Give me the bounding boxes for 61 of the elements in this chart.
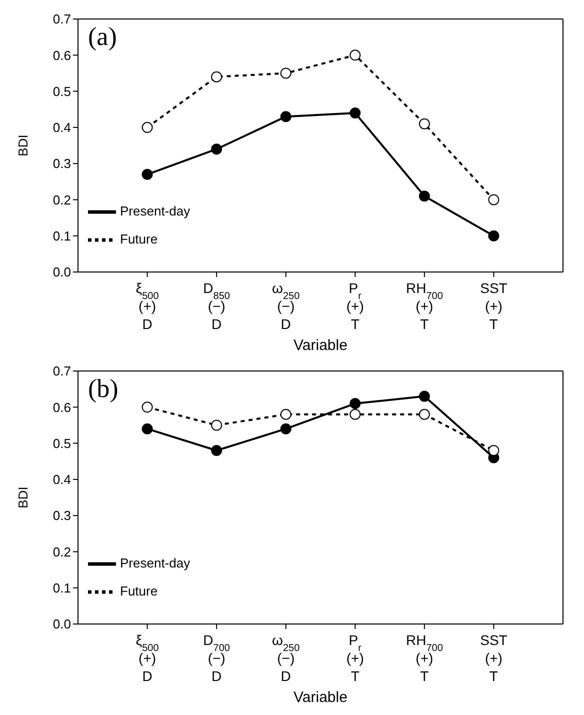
point: [418, 390, 430, 402]
y-tick-label: 0.1: [52, 580, 71, 596]
y-tick-label: 0.5: [52, 84, 71, 99]
point: [350, 107, 361, 118]
y-tick-label: 0.7: [52, 12, 71, 27]
y-tick-label: 0.2: [52, 544, 71, 560]
point: [280, 423, 292, 434]
point: [418, 408, 430, 420]
legend-label: Present-day: [120, 203, 190, 218]
x-tick-label: P$_{r}$ (+) T: [346, 280, 364, 332]
point: [211, 420, 222, 431]
legend-label: Future: [120, 231, 158, 246]
point: [211, 445, 222, 456]
x-tick-label: SST (+) T: [480, 632, 508, 684]
point: [280, 68, 292, 79]
x-tick-label: RH$_{700}$ (+) T: [406, 632, 444, 684]
point: [142, 423, 153, 434]
point: [280, 408, 292, 420]
x-tick-label: P$_{r}$ (+) T: [346, 632, 364, 684]
y-tick-label: 0.0: [52, 616, 71, 632]
y-tick-label: 0.2: [52, 192, 71, 208]
y-tick-label: 0.5: [52, 436, 71, 451]
y-tick-label: 0.6: [52, 400, 71, 415]
x-tick-label: ξ$_{500}$ (+) D: [136, 280, 160, 332]
point: [142, 168, 153, 180]
point: [418, 190, 430, 202]
y-tick-label: 0.0: [52, 264, 71, 280]
y-tick-label: 0.6: [52, 48, 71, 63]
point: [142, 122, 153, 133]
point: [350, 50, 361, 61]
x-tick-label: RH$_{700}$ (+) T: [406, 280, 444, 332]
y-axis-title: BDI: [16, 486, 31, 508]
x-tick-label: D$_{700}$ (−) D: [203, 632, 230, 684]
point: [418, 118, 430, 130]
x-tick-label: ξ$_{500}$ (+) D: [136, 632, 160, 684]
y-tick-label: 0.4: [52, 120, 71, 136]
y-tick-label: 0.1: [52, 228, 71, 244]
y-axis-title: BDI: [16, 134, 31, 156]
point: [350, 408, 361, 420]
x-axis-title: Variable: [294, 689, 348, 706]
y-tick-label: 0.4: [52, 472, 71, 488]
chart-title: (b): [88, 374, 118, 404]
x-tick-label: ω$_{250}$ (−) D: [272, 280, 300, 332]
point: [142, 402, 153, 413]
x-tick-label: SST (+) T: [480, 280, 508, 332]
point: [211, 144, 222, 155]
x-tick-label: ω$_{250}$ (−) D: [272, 632, 300, 684]
point: [488, 445, 500, 456]
point: [488, 230, 500, 242]
point: [280, 111, 292, 122]
legend-label: Present-day: [120, 555, 190, 570]
point: [488, 194, 500, 206]
y-tick-label: 0.7: [52, 364, 71, 379]
point: [350, 398, 361, 410]
chart-title: (a): [88, 22, 117, 52]
x-axis-title: Variable: [294, 337, 348, 354]
y-tick-label: 0.3: [52, 508, 71, 524]
point: [211, 71, 222, 82]
y-tick-label: 0.3: [52, 156, 71, 172]
x-tick-label: D$_{850}$ (−) D: [203, 280, 230, 332]
legend-label: Future: [120, 583, 158, 598]
